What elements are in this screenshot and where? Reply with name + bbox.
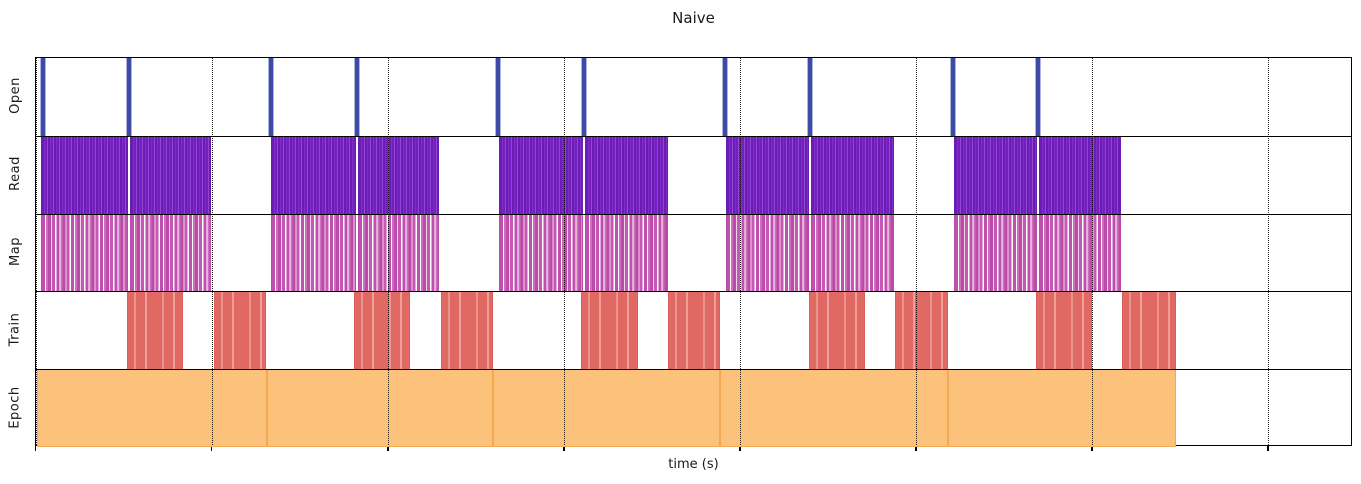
- read-segment: [954, 135, 1038, 214]
- x-tick: [387, 446, 389, 451]
- map-segment: [726, 213, 810, 292]
- row-label-open: Open: [0, 57, 30, 135]
- grid-line: [212, 58, 214, 445]
- x-tick: [211, 446, 213, 451]
- grid-line: [388, 58, 390, 445]
- map-segment: [1039, 213, 1122, 292]
- read-segment: [499, 135, 584, 214]
- read-segment: [40, 135, 129, 214]
- open-spike: [808, 58, 813, 136]
- read-segment: [358, 135, 440, 214]
- x-tick: [35, 446, 37, 451]
- train-segment: [668, 291, 721, 370]
- grid-line: [564, 58, 566, 445]
- open-spike: [355, 58, 360, 136]
- train-segment: [441, 291, 494, 370]
- read-segment: [1039, 135, 1122, 214]
- map-segment: [358, 213, 440, 292]
- read-segment: [811, 135, 895, 214]
- row-label-text: Train: [7, 312, 23, 347]
- map-segment: [40, 213, 129, 292]
- read-segment: [130, 135, 211, 214]
- epoch-segment: [720, 369, 949, 447]
- train-segment: [214, 291, 267, 370]
- read-segment: [271, 135, 357, 214]
- map-segment: [499, 213, 584, 292]
- train-segment: [1122, 291, 1177, 370]
- open-spike: [269, 58, 274, 136]
- train-segment: [127, 291, 183, 370]
- open-spike: [496, 58, 501, 136]
- row-label-read: Read: [0, 135, 30, 213]
- map-segment: [130, 213, 211, 292]
- grid-line: [36, 58, 37, 445]
- row-label-text: Open: [7, 77, 23, 115]
- x-axis-label: time (s): [668, 457, 719, 472]
- open-spike: [723, 58, 728, 136]
- grid-line: [740, 58, 742, 445]
- row-label-train: Train: [0, 290, 30, 368]
- row-separator: [36, 291, 1351, 293]
- x-tick: [1267, 446, 1269, 451]
- row-separator: [36, 369, 1351, 371]
- open-spike: [582, 58, 587, 136]
- train-segment: [809, 291, 866, 370]
- epoch-segment: [266, 369, 494, 447]
- row-open: [36, 58, 1351, 136]
- row-train: [36, 291, 1351, 370]
- epoch-segment: [948, 369, 1177, 447]
- map-segment: [271, 213, 357, 292]
- x-tick: [563, 446, 565, 451]
- open-spike: [951, 58, 956, 136]
- row-separator: [36, 213, 1351, 215]
- row-label-text: Epoch: [7, 385, 23, 429]
- row-label-map: Map: [0, 213, 30, 291]
- open-spike: [126, 58, 131, 136]
- row-label-epoch: Epoch: [0, 368, 30, 446]
- map-segment: [954, 213, 1038, 292]
- read-segment: [585, 135, 669, 214]
- train-segment: [581, 291, 639, 370]
- row-label-text: Map: [7, 237, 23, 266]
- train-segment: [895, 291, 949, 370]
- x-tick: [1091, 446, 1093, 451]
- row-label-text: Read: [7, 156, 23, 192]
- grid-line: [916, 58, 918, 445]
- train-segment: [1036, 291, 1093, 370]
- grid-line: [1092, 58, 1094, 445]
- epoch-segment: [493, 369, 721, 447]
- row-epoch: [36, 369, 1351, 447]
- row-read: [36, 135, 1351, 214]
- x-tick: [739, 446, 741, 451]
- row-map: [36, 213, 1351, 292]
- map-segment: [811, 213, 895, 292]
- open-spike: [41, 58, 46, 136]
- map-segment: [585, 213, 669, 292]
- train-segment: [354, 291, 411, 370]
- chart-title: Naive: [672, 9, 715, 27]
- read-segment: [726, 135, 810, 214]
- open-spike: [1036, 58, 1041, 136]
- grid-line: [1268, 58, 1270, 445]
- epoch-segment: [37, 369, 267, 447]
- x-tick: [915, 446, 917, 451]
- plot-area: [35, 57, 1352, 447]
- row-separator: [36, 135, 1351, 137]
